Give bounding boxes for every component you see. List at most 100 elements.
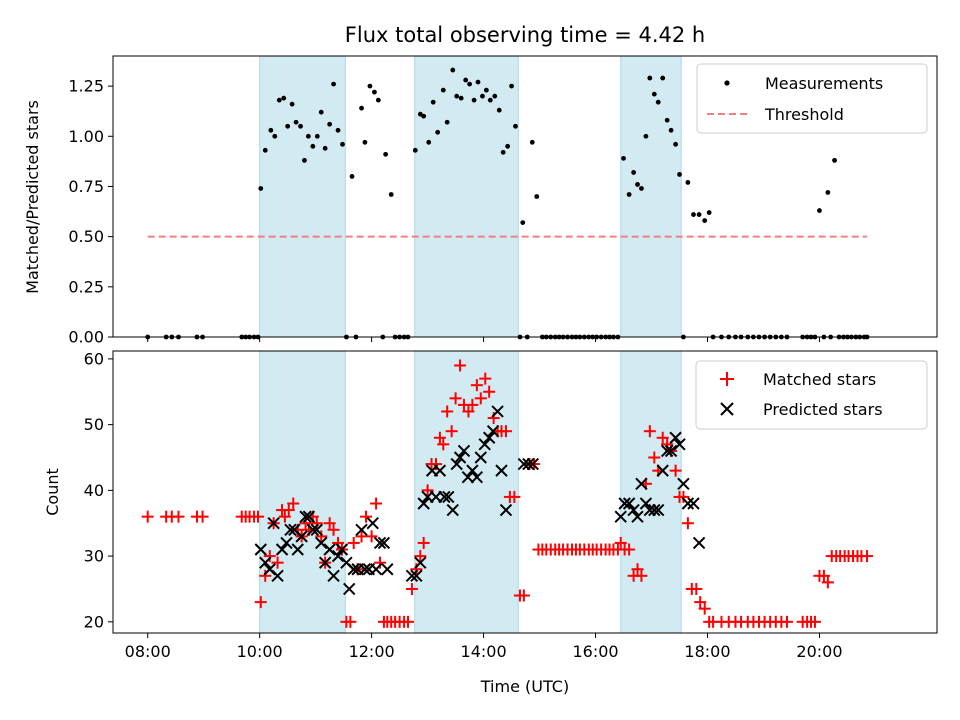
measurement-point-133 [825,190,831,195]
legend-threshold-label: Threshold [764,105,844,124]
measurement-point-69 [513,123,518,129]
measurement-point-30 [340,141,345,147]
measurement-point-15 [276,97,282,103]
predicted-point-12 [302,510,316,523]
matched-point-18 [282,504,295,517]
measurement-point-106 [673,141,678,147]
predicted-point-11 [299,510,312,523]
measurement-point-17 [285,123,291,129]
bottom-axes-frame [112,350,938,634]
measurement-point-22 [305,133,311,139]
matched-point-67 [483,385,496,398]
predicted-point-48 [466,464,479,477]
bottom-panel: 20 30 40 50 60 08:00 10:00 12:00 14:00 16:00 18:0… [43,349,938,696]
matched-point-113 [677,490,690,503]
measurement-point-107 [677,172,682,177]
predicted-point-3 [267,517,280,530]
predicted-point-32 [381,563,394,576]
measurement-point-103 [660,75,666,81]
matched-point-12 [259,569,272,582]
bottom-ytick-label-0: 20 [84,612,104,631]
bottom-xtick-label-0: 08:00 [125,642,171,661]
measurement-point-64 [492,93,498,99]
predicted-point-76 [681,497,695,510]
matched-point-66 [479,372,492,385]
predicted-point-30 [373,536,387,550]
matched-point-100 [623,543,636,556]
legend-predicted-label: Predicted stars [763,400,883,419]
matched-point-64 [470,379,483,392]
matched-point-15 [271,556,284,569]
predicted-point-65 [635,477,648,490]
measurement-point-26 [322,145,328,151]
matched-point-102 [631,563,644,576]
measurement-point-101 [651,91,657,97]
measurement-point-52 [440,87,446,93]
measurement-point-104 [664,117,670,123]
bottom-ytick-label-3: 50 [84,415,104,434]
predicted-point-63 [627,503,640,517]
predicted-point-57 [517,457,531,471]
legend-measurements-label: Measurements [765,74,883,93]
bottom-xtick-label-3: 14:00 [461,642,507,661]
bottom-legend: Matched stars Predicted stars [695,360,928,430]
predicted-point-20 [335,543,349,556]
predicted-point-75 [677,477,690,490]
predicted-point-42 [442,490,455,504]
matched-point-10 [251,510,264,523]
measurement-point-113 [706,210,712,215]
matched-point-117 [694,596,707,609]
matched-point-111 [669,464,682,477]
matched-point-98 [614,536,627,549]
measurement-point-60 [475,79,481,85]
bottom-xtick-label-4: 16:00 [572,642,618,661]
matched-point-19 [287,497,300,510]
measurement-point-73 [529,139,535,145]
matched-point-60 [454,359,467,372]
predicted-point-35 [414,556,427,569]
matched-point-73 [508,490,521,503]
matched-point-106 [648,451,661,464]
measurement-point-112 [702,218,708,223]
measurement-point-131 [817,208,822,213]
measurement-point-40 [383,151,389,157]
predicted-point-23 [347,563,360,576]
matched-point-33 [344,615,357,628]
measurement-point-110 [691,212,696,217]
predicted-point-33 [405,569,419,583]
matched-point-62 [462,405,475,418]
predicted-point-22 [343,582,356,596]
matched-point-13 [263,550,276,563]
measurement-point-57 [463,77,469,83]
predicted-point-0 [254,543,267,556]
predicted-point-53 [486,424,500,438]
bottom-ytick-label-1: 30 [84,547,104,566]
predicted-point-51 [478,438,491,451]
measurement-point-97 [635,182,640,187]
bottom-shaded-span-2 [620,350,682,634]
matched-point-57 [441,405,454,418]
matched-point-55 [433,431,446,444]
predicted-point-41 [438,490,451,504]
measurement-point-49 [426,139,432,145]
top-ytick-label-5: 1.25 [68,77,104,96]
measurement-point-11 [258,186,264,191]
predicted-point-52 [482,431,496,444]
measurement-point-41 [388,192,394,197]
matched-point-50 [414,550,427,563]
predicted-point-47 [461,471,475,484]
predicted-point-7 [284,523,297,537]
matched-point-139 [821,576,834,589]
predicted-point-54 [491,405,504,418]
predicted-point-70 [656,464,669,477]
predicted-point-50 [474,451,487,464]
measurement-point-56 [458,95,464,101]
measurement-point-53 [444,119,450,125]
measurement-point-34 [359,105,364,111]
predicted-point-14 [310,523,323,537]
predicted-point-68 [648,503,661,517]
measurement-point-28 [331,81,336,87]
predicted-point-13 [306,523,320,537]
predicted-point-17 [323,543,336,556]
